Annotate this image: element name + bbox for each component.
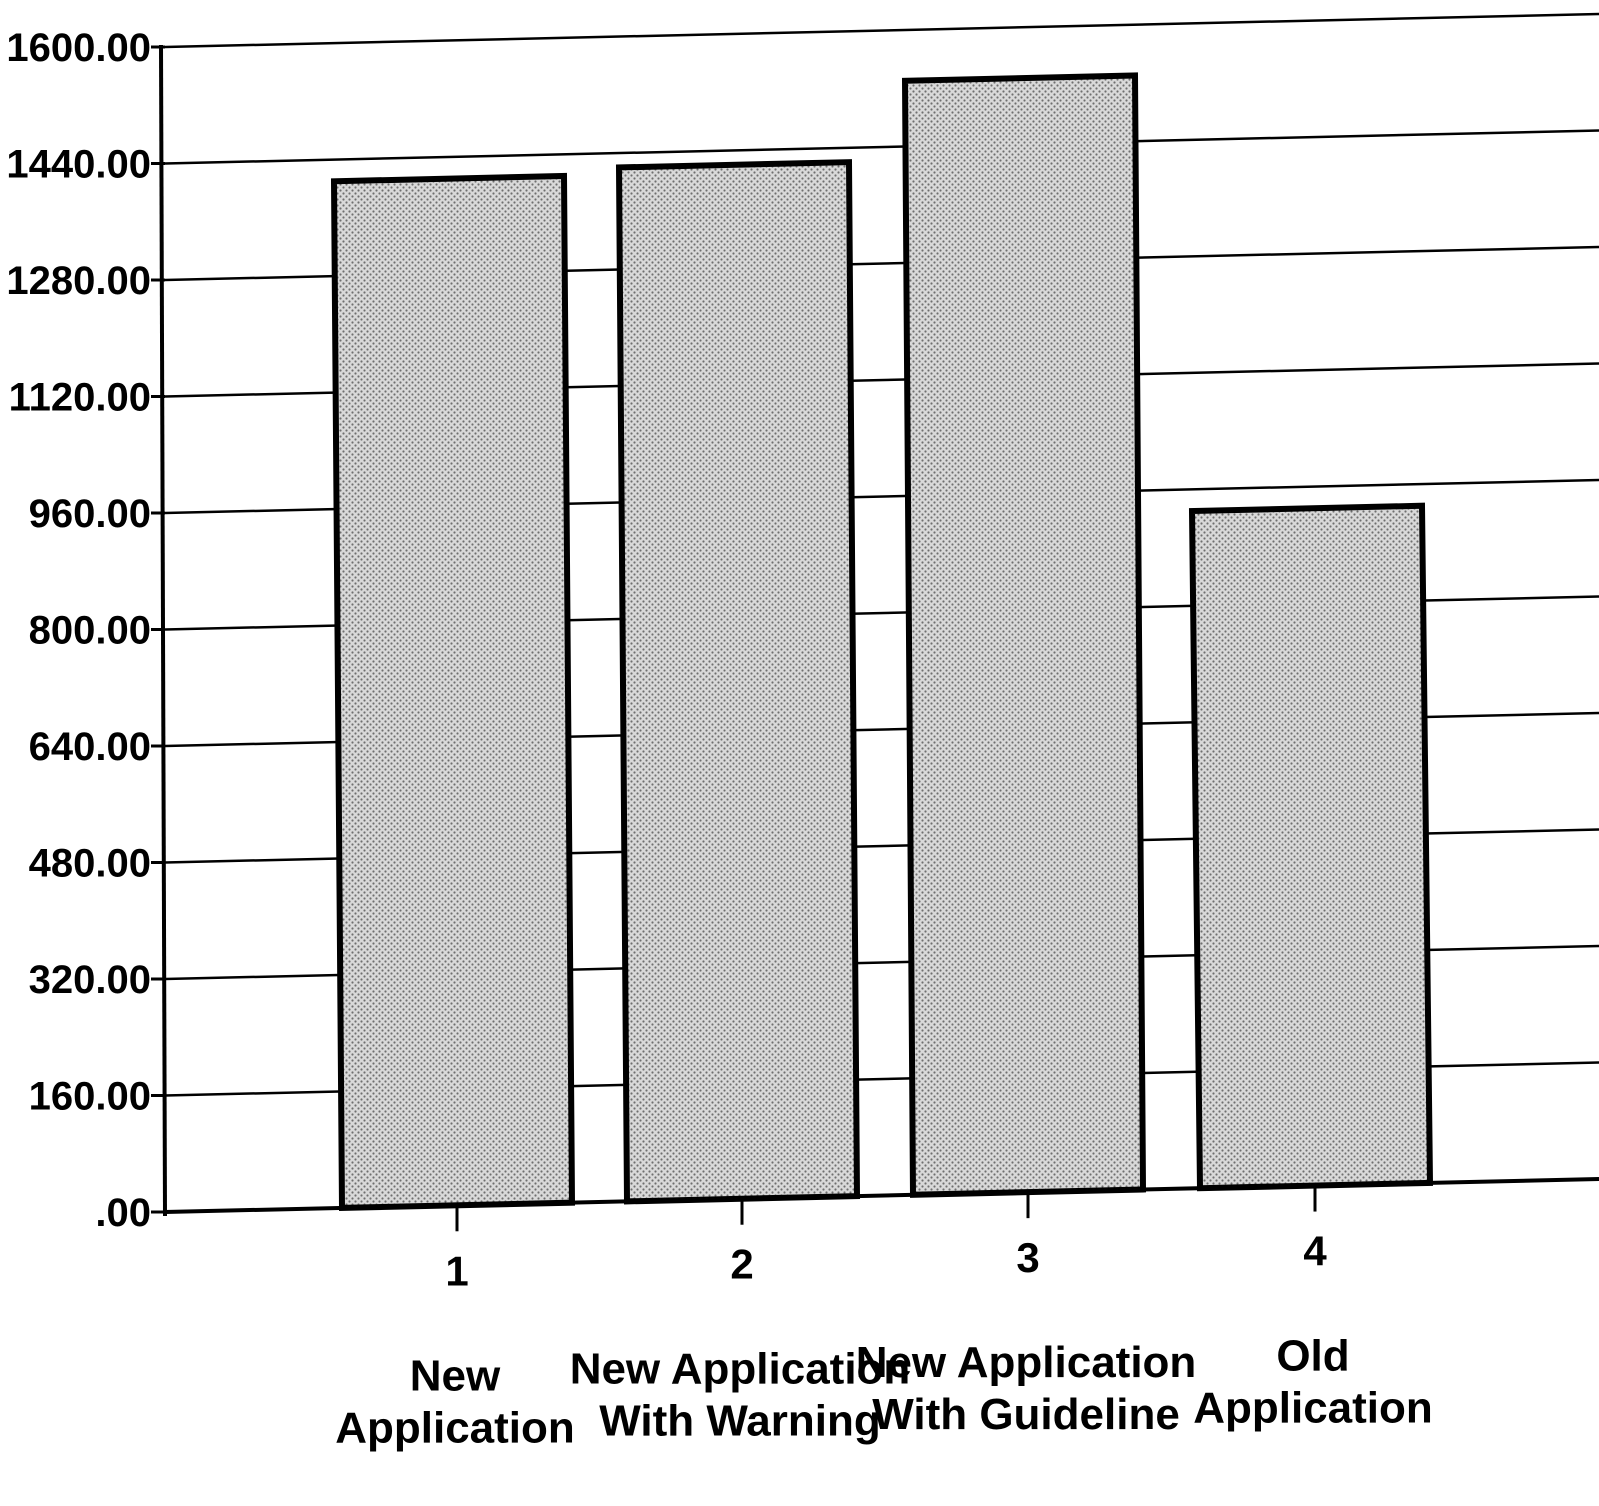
y-tick-label: 1280.00 xyxy=(6,259,151,303)
axes xyxy=(151,44,1599,1232)
category-label-line: New Application xyxy=(570,1345,911,1394)
bar-1 xyxy=(330,172,576,1211)
x-tick-label: 3 xyxy=(1016,1234,1039,1281)
y-tick-label: 640.00 xyxy=(29,725,151,769)
category-label-line: With Warning xyxy=(599,1397,880,1446)
category-label-line: Application xyxy=(1193,1384,1433,1433)
category-label-line: Old xyxy=(1276,1332,1349,1381)
bar-2 xyxy=(615,159,861,1205)
y-tick-label: 800.00 xyxy=(29,609,151,653)
category-label-line: With Guideline xyxy=(872,1390,1180,1439)
y-tick-label: .00 xyxy=(95,1191,151,1235)
labels: .00 160.00 320.00 480.00 640.00 800.00 960.00 1… xyxy=(6,26,1432,1452)
bars xyxy=(330,72,1434,1211)
bar-4 xyxy=(1188,502,1434,1192)
y-axis xyxy=(159,44,167,1217)
y-tick-label: 480.00 xyxy=(29,842,151,886)
y-tick-label: 320.00 xyxy=(29,958,151,1002)
y-tick-label: 1440.00 xyxy=(6,143,151,187)
y-tick-label: 160.00 xyxy=(29,1075,151,1119)
gridline xyxy=(164,129,1599,165)
bar-3 xyxy=(901,72,1147,1198)
x-tick-label: 1 xyxy=(445,1247,468,1294)
category-label-line: New xyxy=(410,1351,501,1400)
x-tick-label: 2 xyxy=(730,1241,753,1288)
gridline xyxy=(164,12,1599,49)
y-tick-label: 960.00 xyxy=(29,492,151,536)
x-tick-label: 4 xyxy=(1303,1228,1327,1275)
category-label-line: Application xyxy=(335,1403,575,1452)
y-tick-label: 1120.00 xyxy=(9,376,151,420)
y-tick-label: 1600.00 xyxy=(6,26,151,70)
x-axis xyxy=(164,1177,1599,1214)
category-label-line: New Application xyxy=(856,1338,1197,1387)
